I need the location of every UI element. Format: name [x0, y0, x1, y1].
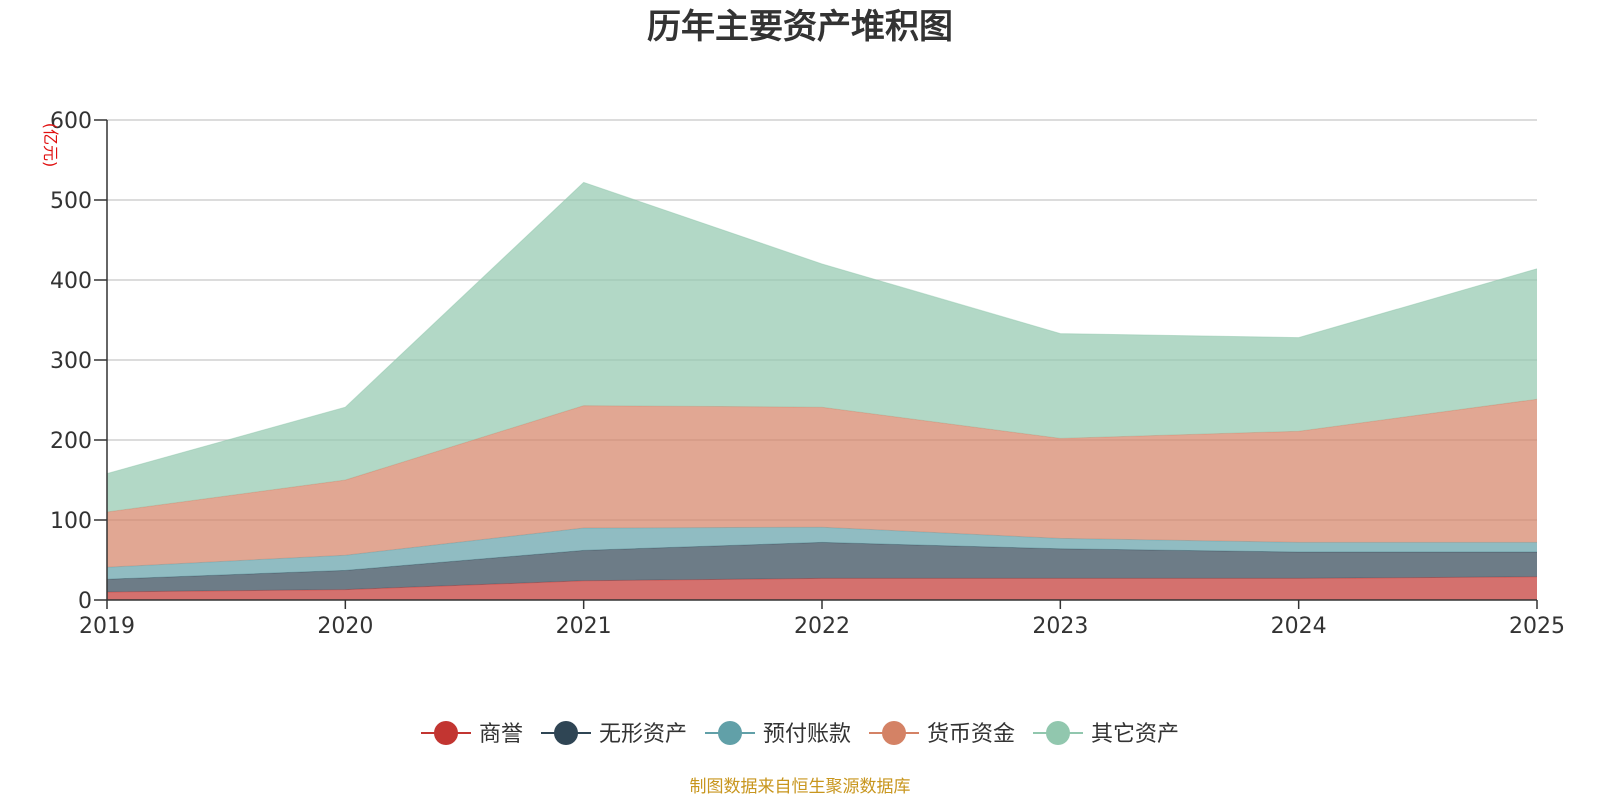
- legend: 商誉 无形资产 预付账款 货币资金 其它资产: [421, 721, 1179, 747]
- legend-marker-dot: [1046, 721, 1070, 745]
- y-tick-label: 0: [78, 589, 92, 614]
- y-tick-label: 600: [50, 109, 92, 134]
- legend-marker-dot: [882, 721, 906, 745]
- area-series-4: [107, 399, 1537, 568]
- x-tick-label: 2021: [556, 614, 612, 639]
- chart-title: 历年主要资产堆积图: [647, 7, 953, 47]
- area-series-line-5: [106, 181, 1538, 475]
- y-tick-label: 500: [50, 189, 92, 214]
- area-series-2: [107, 542, 1537, 592]
- data-source-note: 制图数据来自恒生聚源数据库: [690, 777, 911, 797]
- x-tick-label: 2023: [1032, 614, 1088, 639]
- y-axis-ticks: 0 100 200 300 400 500 600: [50, 109, 107, 614]
- legend-marker-dot: [434, 721, 458, 745]
- y-tick-label: 100: [50, 509, 92, 534]
- legend-label: 商誉: [479, 722, 523, 747]
- legend-label: 无形资产: [599, 722, 687, 747]
- x-axis-ticks: 2019 2020 2021 2022 2023 2024 2025: [79, 600, 1565, 639]
- x-tick-label: 2019: [79, 614, 135, 639]
- y-tick-label: 400: [50, 269, 92, 294]
- legend-marker-dot: [718, 721, 742, 745]
- legend-label: 预付账款: [763, 722, 851, 747]
- x-tick-label: 2022: [794, 614, 850, 639]
- area-series-1: [107, 576, 1537, 600]
- y-tick-label: 300: [50, 349, 92, 374]
- legend-label: 货币资金: [927, 722, 1015, 747]
- y-axis-unit-label: (亿元): [41, 123, 60, 168]
- area-series-group: [106, 181, 1538, 600]
- area-series-5: [107, 182, 1537, 512]
- y-tick-label: 200: [50, 429, 92, 454]
- x-tick-label: 2020: [317, 614, 373, 639]
- area-series-3: [107, 527, 1537, 580]
- legend-label: 其它资产: [1091, 722, 1179, 747]
- x-tick-label: 2024: [1271, 614, 1327, 639]
- x-tick-label: 2025: [1509, 614, 1565, 639]
- legend-marker-dot: [554, 721, 578, 745]
